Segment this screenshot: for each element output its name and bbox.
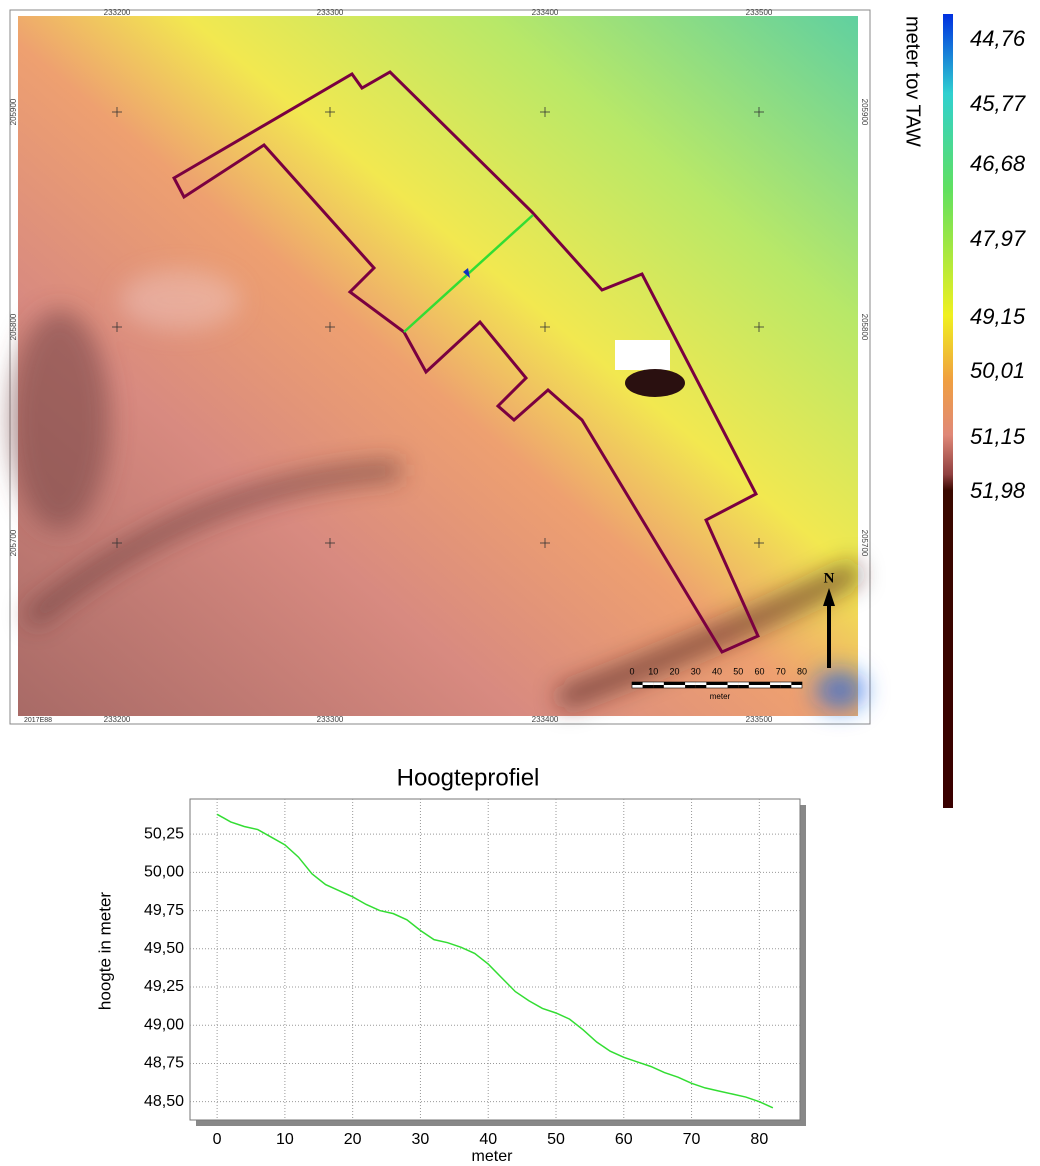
- x-tick-label: 20: [344, 1131, 362, 1148]
- map-x-label: 233300: [317, 8, 344, 17]
- x-tick-label: 30: [412, 1131, 430, 1148]
- y-tick-label: 49,25: [144, 978, 184, 995]
- scale-seg: [632, 685, 643, 688]
- scale-seg: [717, 682, 728, 685]
- scale-seg: [675, 682, 686, 685]
- legend-label: 46,68: [970, 151, 1026, 176]
- chart-title: Hoogteprofiel: [397, 764, 540, 791]
- scale-label: 50: [733, 666, 743, 676]
- legend-title: meter tov TAW: [902, 16, 924, 147]
- x-tick-label: 80: [750, 1131, 768, 1148]
- map-y-label: 205700: [860, 530, 869, 557]
- map-x-label: 233400: [532, 8, 559, 17]
- map-x-label: 233500: [746, 715, 773, 724]
- scale-seg: [728, 682, 739, 685]
- map-x-label: 233500: [746, 8, 773, 17]
- scale-seg: [781, 682, 792, 685]
- scale-seg: [760, 682, 771, 685]
- scale-seg: [749, 685, 760, 688]
- scale-seg: [770, 682, 781, 685]
- scale-seg: [696, 685, 707, 688]
- legend-label: 51,15: [970, 424, 1026, 449]
- scale-seg: [632, 682, 643, 685]
- x-axis-label: meter: [472, 1148, 514, 1165]
- x-tick-label: 70: [683, 1131, 701, 1148]
- scale-label: 60: [754, 666, 764, 676]
- legend-label: 50,01: [970, 358, 1025, 383]
- colorbar: [943, 14, 953, 808]
- map-x-label: 233400: [532, 715, 559, 724]
- y-tick-label: 48,75: [144, 1055, 184, 1072]
- scale-seg: [770, 685, 781, 688]
- scale-label: 20: [669, 666, 679, 676]
- page: N 0 10 20 30 40 50 60 70 80 meter 2017E88 meter …: [0, 0, 1040, 1166]
- scale-seg: [706, 685, 717, 688]
- map-y-label: 205800: [9, 313, 18, 340]
- y-tick-label: 49,50: [144, 940, 184, 957]
- scale-seg: [685, 685, 696, 688]
- scale-label: 10: [648, 666, 658, 676]
- y-tick-label: 48,50: [144, 1093, 184, 1110]
- scale-seg: [643, 682, 654, 685]
- scale-seg: [653, 685, 664, 688]
- scale-seg: [706, 682, 717, 685]
- scale-label: 30: [691, 666, 701, 676]
- x-tick-label: 10: [276, 1131, 294, 1148]
- scale-seg: [791, 685, 802, 688]
- map-x-label: 233200: [104, 715, 131, 724]
- building-shadow: [625, 369, 685, 397]
- scale-seg: [760, 685, 771, 688]
- legend-label: 45,77: [970, 91, 1026, 116]
- figure: N 0 10 20 30 40 50 60 70 80 meter 2017E88 meter …: [0, 0, 1040, 1166]
- x-tick-label: 50: [547, 1131, 565, 1148]
- scale-seg: [664, 682, 675, 685]
- x-tick-label: 40: [479, 1131, 497, 1148]
- y-tick-label: 49,00: [144, 1016, 184, 1033]
- legend-label: 44,76: [970, 26, 1026, 51]
- map-y-label: 205800: [860, 314, 869, 341]
- y-axis-label: hoogte in meter: [95, 892, 114, 1010]
- scale-seg: [696, 682, 707, 685]
- legend-label: 51,98: [970, 478, 1026, 503]
- scale-seg: [738, 682, 749, 685]
- scale-seg: [664, 685, 675, 688]
- scale-unit: meter: [710, 692, 731, 701]
- scale-seg: [749, 682, 760, 685]
- x-tick-label: 0: [213, 1131, 222, 1148]
- map-x-label: 233200: [104, 8, 131, 17]
- map-y-label: 205700: [9, 529, 18, 556]
- scale-seg: [791, 682, 802, 685]
- scale-seg: [728, 685, 739, 688]
- scale-seg: [675, 685, 686, 688]
- y-tick-label: 50,25: [144, 825, 184, 842]
- x-tick-label: 60: [615, 1131, 633, 1148]
- scale-label: 70: [776, 666, 786, 676]
- scale-seg: [653, 682, 664, 685]
- scale-label: 80: [797, 666, 807, 676]
- scale-seg: [781, 685, 792, 688]
- legend-label: 49,15: [970, 304, 1026, 329]
- corner-label: 2017E88: [24, 717, 52, 724]
- map-x-label: 233300: [317, 715, 344, 724]
- scale-seg: [643, 685, 654, 688]
- plot-area: [190, 799, 800, 1120]
- y-tick-label: 50,00: [144, 864, 184, 881]
- north-label: N: [824, 570, 835, 586]
- y-tick-label: 49,75: [144, 902, 184, 919]
- scale-label: 0: [629, 666, 634, 676]
- map-y-label: 205900: [9, 98, 18, 125]
- building: [615, 340, 670, 370]
- map-y-label: 205900: [860, 99, 869, 126]
- scale-seg: [685, 682, 696, 685]
- scale-seg: [738, 685, 749, 688]
- scale-seg: [717, 685, 728, 688]
- legend-label: 47,97: [970, 226, 1026, 251]
- scale-label: 40: [712, 666, 722, 676]
